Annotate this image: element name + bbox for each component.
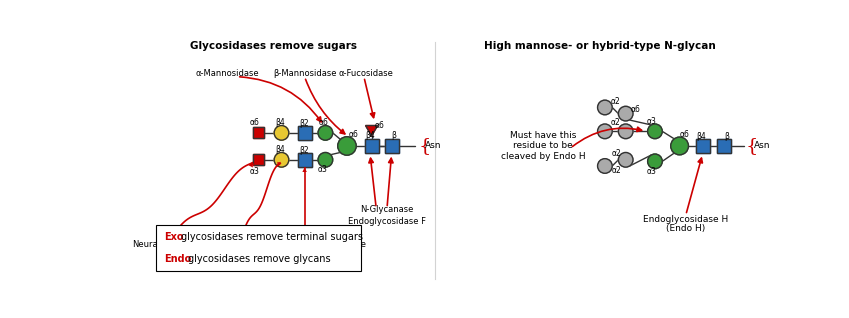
Text: Exo: Exo: [165, 232, 184, 242]
FancyBboxPatch shape: [696, 139, 710, 153]
Circle shape: [671, 137, 689, 155]
Text: α3: α3: [250, 167, 260, 176]
Text: α6: α6: [631, 105, 641, 114]
Text: β-N-Acetylhexosaminidase: β-N-Acetylhexosaminidase: [254, 240, 366, 249]
Text: Asn: Asn: [425, 142, 441, 150]
Text: β4: β4: [275, 145, 284, 154]
Text: β4: β4: [696, 132, 706, 141]
Circle shape: [598, 124, 612, 139]
Text: Glycosidases remove sugars: Glycosidases remove sugars: [190, 41, 357, 51]
Circle shape: [618, 124, 633, 139]
Text: N-Glycanase: N-Glycanase: [360, 205, 413, 214]
Circle shape: [274, 126, 289, 140]
Text: α6: α6: [374, 121, 385, 130]
Text: glycosidases remove terminal sugars: glycosidases remove terminal sugars: [182, 232, 363, 242]
Text: β-Galactosidase: β-Galactosidase: [216, 240, 284, 249]
Text: α2: α2: [610, 97, 620, 106]
Circle shape: [598, 100, 612, 115]
Text: {: {: [745, 137, 758, 155]
Text: Must have this
residue to be
cleaved by Endo H: Must have this residue to be cleaved by …: [501, 131, 586, 161]
Text: α3: α3: [646, 117, 656, 126]
Text: β: β: [391, 131, 396, 141]
Circle shape: [318, 153, 333, 167]
Text: α2: α2: [612, 149, 621, 158]
Text: α6: α6: [318, 118, 328, 128]
Text: α-Mannosidase: α-Mannosidase: [196, 69, 260, 78]
FancyBboxPatch shape: [717, 139, 731, 153]
Text: β2: β2: [299, 146, 309, 155]
FancyBboxPatch shape: [365, 139, 379, 153]
Text: α3: α3: [646, 167, 656, 176]
Text: glycosidases remove glycans: glycosidases remove glycans: [188, 254, 330, 264]
Circle shape: [648, 154, 662, 169]
Circle shape: [618, 106, 633, 121]
FancyBboxPatch shape: [156, 225, 361, 272]
Text: Asn: Asn: [754, 142, 770, 150]
Circle shape: [648, 124, 662, 139]
Text: α6: α6: [348, 130, 358, 139]
Text: α2: α2: [612, 166, 621, 175]
Text: α6: α6: [250, 118, 260, 127]
Circle shape: [618, 153, 633, 167]
Text: Endo: Endo: [165, 254, 192, 264]
Circle shape: [318, 126, 333, 140]
Text: α6: α6: [680, 130, 690, 139]
Text: β: β: [724, 132, 729, 141]
Text: β4: β4: [365, 131, 375, 141]
Text: (Endo H): (Endo H): [666, 225, 706, 233]
Text: High mannose- or hybrid-type N-glycan: High mannose- or hybrid-type N-glycan: [484, 41, 716, 51]
Text: Neuraminidase: Neuraminidase: [132, 240, 195, 249]
Text: α3: α3: [318, 165, 327, 174]
Circle shape: [338, 137, 357, 155]
FancyBboxPatch shape: [298, 126, 312, 140]
Text: {: {: [419, 137, 431, 155]
Text: α-Fucosidase: α-Fucosidase: [339, 69, 394, 78]
Text: Endoglycosidase H: Endoglycosidase H: [644, 215, 728, 224]
Text: β-Mannosidase: β-Mannosidase: [273, 69, 336, 78]
Text: Endoglycosidase F: Endoglycosidase F: [348, 217, 426, 226]
Circle shape: [598, 159, 612, 173]
FancyBboxPatch shape: [298, 153, 312, 167]
Text: α2: α2: [610, 118, 620, 127]
FancyBboxPatch shape: [385, 139, 398, 153]
Text: β4: β4: [275, 118, 284, 128]
Text: β2: β2: [299, 119, 309, 128]
Circle shape: [274, 153, 289, 167]
